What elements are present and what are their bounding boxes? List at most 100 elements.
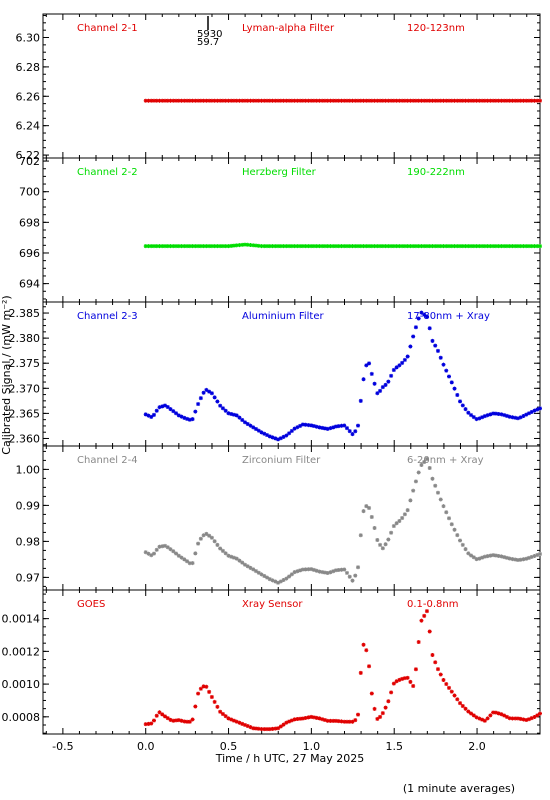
data-point [342,423,347,428]
data-point [196,244,201,249]
data-point [151,551,156,556]
data-point [469,244,474,249]
data-point [209,695,214,700]
data-point [182,557,187,562]
data-point [339,567,344,572]
data-point [317,244,322,249]
data-point [306,244,311,249]
data-point [433,343,438,348]
y-tick-label: 6.22 [16,149,41,162]
data-point [168,244,173,249]
data-point [149,98,154,103]
data-point [149,244,154,249]
data-point [231,718,236,723]
data-point [482,718,487,723]
data-point [187,417,192,422]
data-point [402,676,407,681]
data-point [157,710,162,715]
data-point [276,98,281,103]
data-point [209,98,214,103]
data-point [438,497,443,502]
data-point [347,244,352,249]
data-point [438,355,443,360]
data-point [350,432,355,437]
data-point [237,720,242,725]
data-point [452,527,457,532]
data-point [444,368,449,373]
data-point [400,676,405,681]
data-point [273,436,278,441]
data-point [411,683,416,688]
data-point [168,407,173,412]
panel-band-label: 6-20nm + Xray [407,455,484,466]
data-point [262,431,267,436]
data-point [265,98,270,103]
data-point [444,682,449,687]
data-point [196,691,201,696]
data-point [526,717,531,722]
data-point [207,689,212,694]
data-point [143,550,148,555]
data-point [303,98,308,103]
data-point [471,555,476,560]
data-point [521,557,526,562]
y-tick-label: 0.98 [16,535,41,548]
data-point [278,98,283,103]
data-point [400,516,405,521]
data-point [234,413,239,418]
data-point [187,561,192,566]
data-point [430,653,435,658]
data-point [267,244,272,249]
data-point [488,412,493,417]
data-point [452,98,457,103]
data-point [160,544,165,549]
data-point [284,244,289,249]
data-point [289,718,294,723]
data-point [447,374,452,379]
data-point [427,244,432,249]
data-point [265,244,270,249]
data-point [267,98,272,103]
panel-2: 694 696 698 700 702 Channel 2-2 Herzberg Filte… [19,155,542,303]
data-point [460,542,465,547]
data-point [529,409,534,414]
data-point [248,98,253,103]
data-point [190,244,195,249]
data-point [295,717,300,722]
data-point [441,504,446,509]
data-point [447,98,452,103]
data-point [281,434,286,439]
data-point [515,416,520,421]
data-point [353,573,358,578]
data-point [311,244,316,249]
data-point [510,415,515,420]
data-point [163,98,168,103]
data-point [458,98,463,103]
data-point [223,244,228,249]
data-point [400,360,405,365]
data-point [325,571,330,576]
y-tick-label: 0.99 [16,499,41,512]
data-point [298,716,303,721]
data-point [336,244,341,249]
y-tick-label: 2.360 [9,432,41,445]
data-point [176,413,181,418]
data-point [441,98,446,103]
data-point [438,672,443,677]
data-point [317,98,322,103]
data-point [502,713,507,718]
data-point [276,726,281,731]
marker-annotation-line-1: 5930 [197,29,222,40]
data-point [251,243,256,248]
data-point [336,424,341,429]
data-point [485,98,490,103]
data-point [201,390,206,395]
data-point [474,417,479,422]
data-point [289,98,294,103]
data-point [311,98,316,103]
data-point [146,244,151,249]
data-point [256,243,261,248]
data-point [306,423,311,428]
data-point [289,572,294,577]
data-point [532,408,537,413]
